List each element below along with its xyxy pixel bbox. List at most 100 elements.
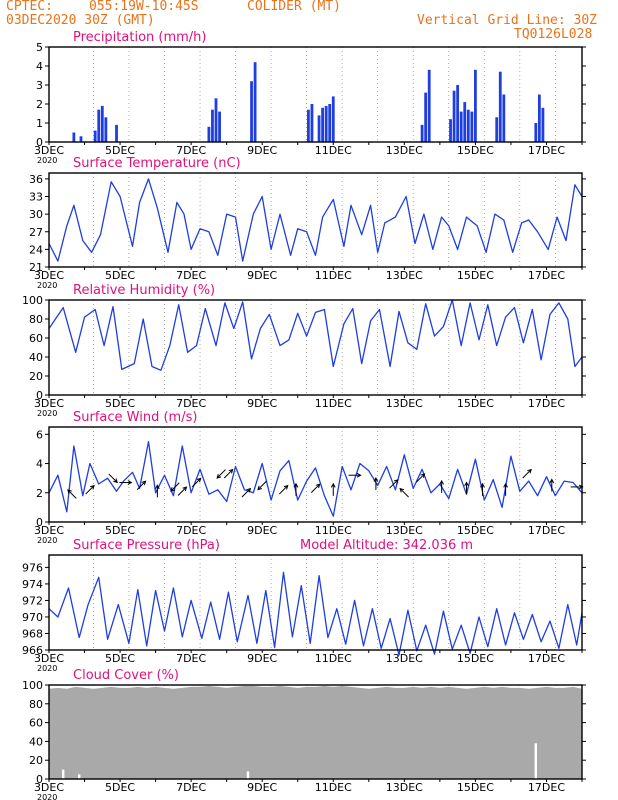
wind-arrow-head bbox=[283, 484, 289, 490]
wind-arrow-head bbox=[464, 481, 469, 487]
surface-wind-xtick-label: 7DEC bbox=[176, 524, 206, 537]
precip-bar bbox=[498, 71, 502, 142]
wind-arrow-shaft bbox=[389, 479, 399, 489]
cloud-cover-xtick-label: 9DEC bbox=[247, 781, 277, 794]
precipitation-ytick-label: 1 bbox=[36, 117, 43, 130]
relative-humidity-ytick-label: 100 bbox=[22, 294, 43, 307]
precip-bar bbox=[495, 117, 499, 142]
surface-pressure-ytick-label: 966 bbox=[22, 644, 43, 657]
relative-humidity-xtick-label: 11DEC bbox=[315, 397, 352, 410]
surface-temperature-xtick-label: 7DEC bbox=[176, 269, 206, 282]
surface-temperature-xtick-label: 5DEC bbox=[105, 269, 135, 282]
wind-arrow-head bbox=[549, 478, 555, 484]
header-source: CPTEC: bbox=[6, 0, 53, 14]
precip-bar bbox=[207, 126, 211, 142]
precip-bar bbox=[72, 132, 76, 142]
wind-arrow-head bbox=[67, 489, 72, 495]
surface-wind-xtick-label: 3DEC bbox=[34, 524, 64, 537]
surface-temperature-ytick-label: 33 bbox=[29, 191, 43, 204]
wind-arrow-shaft bbox=[241, 488, 251, 498]
surface-pressure-ytick-label: 974 bbox=[22, 578, 43, 591]
relative-humidity-xtick-label: 17DEC bbox=[528, 397, 565, 410]
wind-arrow-head bbox=[257, 485, 262, 491]
wind-arrow-head bbox=[293, 482, 299, 488]
wind-arrow-head bbox=[373, 476, 379, 482]
wind-arrow-shaft bbox=[85, 485, 95, 495]
relative-humidity-ytick-label: 60 bbox=[29, 332, 43, 345]
surface-temperature-ytick-label: 27 bbox=[29, 226, 43, 239]
wind-arrow-head bbox=[393, 479, 399, 484]
surface-wind-ytick-label: 6 bbox=[36, 428, 43, 441]
precipitation-xtick-label: 5DEC bbox=[105, 144, 135, 157]
precipitation-ytick-label: 5 bbox=[36, 41, 43, 54]
surface-temperature-xtick-label: 13DEC bbox=[386, 269, 423, 282]
surface-wind-xtick-label: 13DEC bbox=[386, 524, 423, 537]
precip-bar bbox=[534, 123, 538, 142]
cloud-cover-xtick-label: 7DEC bbox=[176, 781, 206, 794]
cloud-cover-fill bbox=[49, 685, 582, 779]
cloud-cover-xtick-label: 13DEC bbox=[386, 781, 423, 794]
precip-bar bbox=[97, 109, 101, 142]
precipitation-ytick-label: 4 bbox=[36, 60, 43, 73]
relative-humidity-xtick-label: 13DEC bbox=[386, 397, 423, 410]
precip-bar bbox=[541, 107, 545, 142]
precip-bar bbox=[466, 109, 470, 142]
precipitation-ytick-label: 0 bbox=[36, 136, 43, 149]
precip-bar bbox=[328, 104, 332, 142]
surface-pressure-annotation: Model Altitude: 342.036 m bbox=[300, 538, 473, 553]
wind-arrow-head bbox=[439, 479, 444, 485]
surface-pressure-ytick-label: 972 bbox=[22, 594, 43, 607]
surface-temperature-ytick-label: 36 bbox=[29, 173, 43, 186]
header-grid-note: Vertical Grid Line: 30Z bbox=[417, 13, 598, 28]
precip-bar bbox=[253, 62, 257, 143]
cloud-cover-ytick-label: 0 bbox=[36, 773, 43, 786]
surface-pressure-ytick-label: 976 bbox=[22, 561, 43, 574]
precip-bar bbox=[502, 94, 506, 142]
wind-arrow-head bbox=[356, 472, 362, 478]
precip-bar bbox=[331, 96, 335, 142]
surface-pressure-xtick-label: 7DEC bbox=[176, 652, 206, 665]
precipitation-xtick-label: 7DEC bbox=[176, 144, 206, 157]
precip-bar bbox=[104, 117, 108, 142]
relative-humidity-ytick-label: 0 bbox=[36, 389, 43, 402]
wind-arrow-shaft bbox=[67, 489, 77, 499]
relative-humidity-xtick-label: 15DEC bbox=[457, 397, 494, 410]
precipitation-xtick-label: 11DEC bbox=[315, 144, 352, 157]
precip-bar bbox=[420, 124, 424, 142]
precip-bar bbox=[474, 69, 477, 142]
precip-bar bbox=[452, 90, 456, 142]
surface-temperature-xtick-label: 9DEC bbox=[247, 269, 277, 282]
precip-bar bbox=[459, 111, 463, 142]
wind-arrow-head bbox=[141, 480, 147, 486]
surface-pressure-xtick-label: 11DEC bbox=[315, 652, 352, 665]
precipitation-xtick-label: 15DEC bbox=[457, 144, 494, 157]
wind-arrow-shaft bbox=[170, 482, 180, 492]
precipitation-xtick-label: 17DEC bbox=[528, 144, 565, 157]
precipitation-ytick-label: 2 bbox=[36, 98, 43, 111]
surface-temperature-xtick-label: 17DEC bbox=[528, 269, 565, 282]
precip-bar bbox=[310, 104, 314, 142]
precipitation-xtick-label: 9DEC bbox=[247, 144, 277, 157]
cloud-cover-ytick-label: 40 bbox=[29, 735, 43, 748]
cloud-cover-xtick-label: 3DEC bbox=[34, 781, 64, 794]
surface-pressure-title: Surface Pressure (hPa) bbox=[73, 538, 220, 553]
precip-bar bbox=[321, 107, 325, 142]
precip-bar bbox=[424, 92, 428, 142]
wind-arrow-head bbox=[90, 484, 95, 490]
relative-humidity-frame bbox=[48, 299, 583, 396]
precip-bar bbox=[463, 102, 467, 142]
wind-arrow-shaft bbox=[223, 469, 233, 479]
precip-bar bbox=[537, 94, 541, 142]
surface-temperature-ytick-label: 30 bbox=[29, 208, 43, 221]
surface-wind-ytick-label: 4 bbox=[36, 458, 43, 471]
surface-temperature-title: Surface Temperature (nC) bbox=[73, 156, 241, 171]
precip-bar bbox=[306, 109, 310, 142]
precipitation-xtick-label: 3DEC bbox=[34, 144, 64, 157]
cloud-cover-ytick-label: 20 bbox=[29, 754, 43, 767]
precip-bar bbox=[250, 81, 253, 142]
wind-arrow-shaft bbox=[415, 473, 425, 483]
wind-arrow-shaft bbox=[257, 480, 267, 491]
surface-wind-xtick-label: 17DEC bbox=[528, 524, 565, 537]
cloud-cover-dip-gap bbox=[78, 774, 81, 779]
